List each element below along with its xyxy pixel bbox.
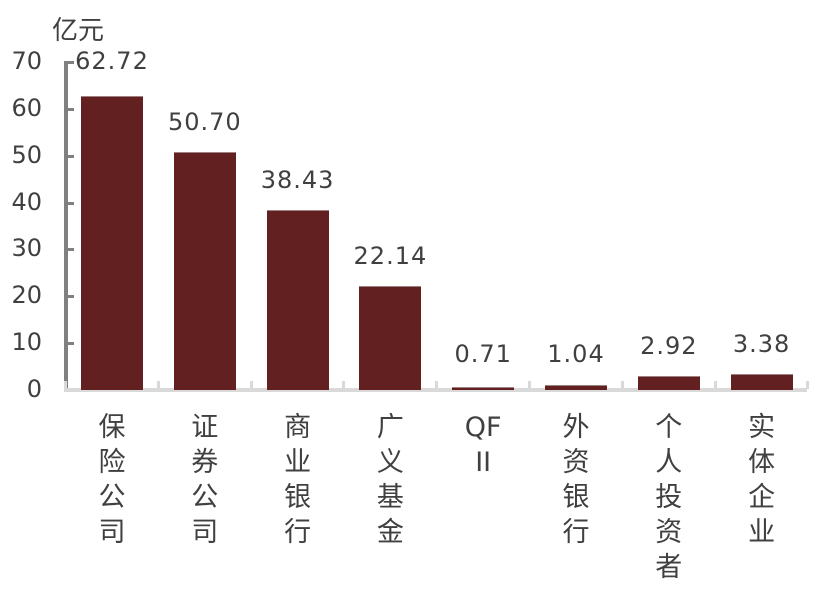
y-tick-label: 40 (11, 187, 42, 216)
x-axis-line (64, 388, 807, 392)
bar (452, 386, 515, 390)
y-tick-label: 0 (26, 375, 42, 403)
y-tick-mark (64, 201, 74, 205)
category-label: 实体企业 (748, 412, 776, 548)
value-label: 1.04 (547, 340, 605, 368)
y-tick-mark (64, 107, 74, 111)
x-tick-mark (249, 381, 253, 389)
x-tick-mark (620, 381, 624, 389)
y-tick-label: 60 (11, 93, 42, 122)
value-label: 0.71 (454, 340, 512, 368)
y-tick-mark (64, 342, 74, 346)
bar (81, 96, 143, 390)
category-label: QFII (464, 412, 502, 478)
bar (173, 152, 236, 390)
x-tick-mark (528, 381, 531, 389)
value-label: 22.14 (353, 242, 428, 271)
y-axis-unit-label: 亿元 (52, 16, 105, 46)
y-tick-label: 50 (11, 140, 42, 169)
category-label: 个人投资者 (655, 412, 683, 583)
bar (545, 385, 607, 390)
y-tick-mark (64, 154, 74, 158)
y-tick-label: 30 (11, 234, 42, 263)
y-tick-mark (64, 295, 74, 299)
category-label: 商业银行 (284, 412, 312, 548)
bar (266, 209, 329, 390)
x-tick-mark (156, 381, 160, 389)
y-tick-mark (64, 248, 74, 252)
y-tick-label: 70 (11, 47, 42, 75)
x-tick-mark (806, 381, 810, 389)
x-tick-mark (435, 381, 439, 389)
category-label: 保险公司 (98, 412, 126, 548)
value-label: 38.43 (260, 165, 335, 194)
bar (637, 376, 700, 390)
value-label: 3.38 (732, 330, 791, 359)
value-label: 50.70 (167, 108, 242, 137)
y-tick-label: 10 (11, 328, 42, 357)
y-axis-line (64, 61, 68, 391)
category-label: 外资银行 (562, 412, 590, 548)
category-label: 广义基金 (376, 412, 404, 548)
bar (359, 286, 422, 390)
value-label: 2.92 (640, 332, 698, 361)
x-tick-mark (713, 381, 717, 389)
bar (730, 374, 793, 390)
category-label: 证券公司 (191, 412, 219, 548)
x-tick-mark (64, 381, 67, 389)
x-tick-mark (342, 381, 346, 389)
y-tick-label: 20 (11, 281, 42, 310)
y-tick-mark (64, 61, 74, 64)
value-label: 62.72 (75, 47, 149, 75)
